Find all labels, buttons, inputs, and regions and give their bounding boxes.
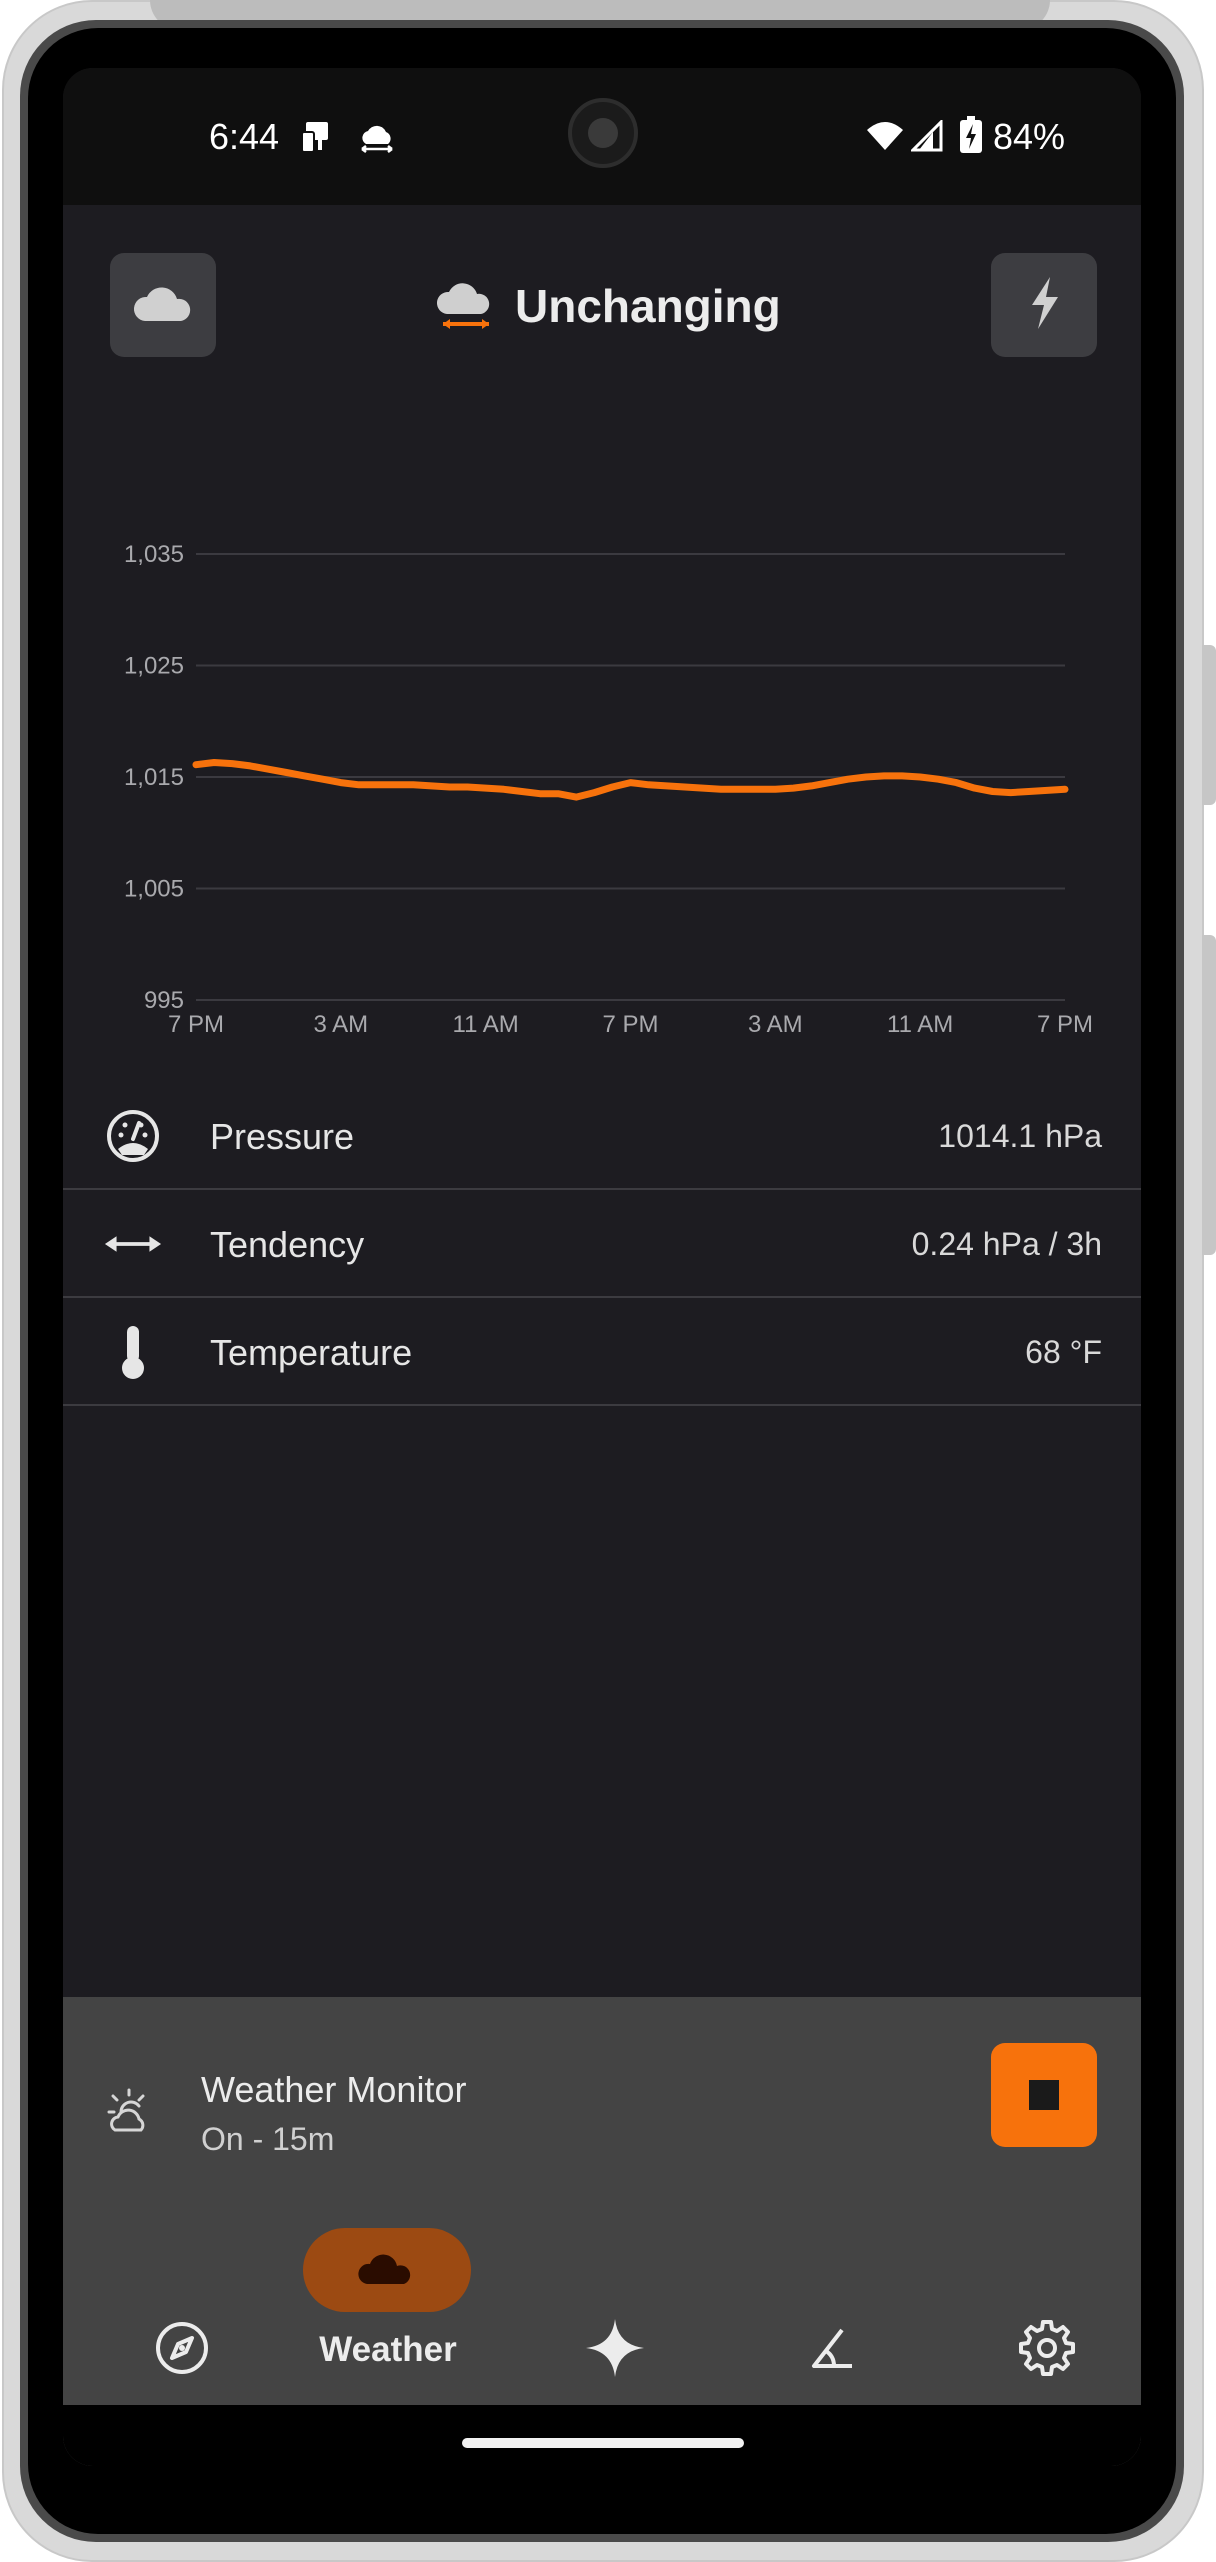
pressure-label: Pressure [210, 1116, 355, 1157]
cell-signal-icon [909, 118, 943, 157]
chart-x-tick-label: 3 AM [748, 1011, 803, 1038]
sparkle-icon [584, 2317, 646, 2384]
monitor-status: On - 15m [201, 2121, 335, 2157]
lightning-icon [1024, 275, 1064, 336]
weather-monitor-panel: Weather Monitor On - 15m [63, 1997, 1141, 2466]
chart-x-tick-label: 7 PM [168, 1011, 224, 1038]
tendency-value: 0.24 hPa / 3h [911, 1226, 1102, 1262]
chart-y-tick-label: 1,025 [124, 653, 184, 680]
nav-weather[interactable] [303, 2228, 471, 2312]
storm-alert-button[interactable] [991, 253, 1097, 357]
angle-icon [808, 2326, 856, 2375]
stop-icon [1029, 2080, 1059, 2110]
gesture-bar [63, 2405, 1141, 2466]
chart-y-tick-label: 1,005 [124, 876, 184, 903]
nav-settings[interactable] [999, 2302, 1095, 2398]
chart-y-tick-label: 995 [144, 987, 184, 1014]
compass-icon [154, 2320, 210, 2381]
temperature-label: Temperature [210, 1332, 413, 1373]
info-row-temperature: Temperature 68 °F [63, 1298, 1141, 1406]
cloud-icon [355, 2248, 419, 2293]
nav-navigation[interactable] [134, 2302, 230, 2398]
chart-y-tick-label: 1,035 [124, 541, 184, 568]
home-indicator[interactable] [462, 2438, 744, 2448]
battery-percent: 84% [993, 116, 1066, 157]
partly-cloudy-sun-icon [103, 2082, 163, 2142]
info-row-tendency: Tendency 0.24 hPa / 3h [63, 1190, 1141, 1298]
page-title: Unchanging [433, 276, 781, 336]
nav-astronomy[interactable] [567, 2302, 663, 2398]
power-button [1202, 935, 1216, 1255]
temperature-value: 68 °F [1025, 1334, 1102, 1370]
chart-x-tick-label: 3 AM [313, 1011, 368, 1038]
battery-charging-icon [959, 116, 983, 159]
monitor-title: Weather Monitor [201, 2069, 467, 2110]
chart-x-tick-label: 7 PM [1037, 1011, 1093, 1038]
nav-clinometer[interactable] [784, 2302, 880, 2398]
front-camera [568, 98, 638, 168]
tendency-label: Tendency [210, 1224, 365, 1265]
cast-device-icon [300, 118, 336, 159]
chart-x-tick-label: 7 PM [602, 1011, 658, 1038]
weather-history-button[interactable] [110, 253, 216, 357]
forecast-title: Unchanging [515, 280, 781, 332]
volume-button [1202, 645, 1216, 805]
stop-monitor-button[interactable] [991, 2043, 1097, 2147]
wifi-icon [865, 120, 905, 157]
info-row-pressure: Pressure 1014.1 hPa [63, 1082, 1141, 1190]
cloud-icon [131, 281, 195, 330]
pressure-series-line [192, 759, 1069, 801]
cloud-unchanging-icon [433, 276, 499, 337]
status-bar: 6:44 [63, 68, 1141, 205]
chart-x-tick-label: 11 AM [453, 1011, 519, 1038]
chart-x-tick-label: 11 AM [887, 1011, 953, 1038]
pressure-value: 1014.1 hPa [938, 1118, 1102, 1154]
nav-weather-label: Weather [319, 2330, 457, 2369]
phone-screen: 6:44 [63, 68, 1141, 2466]
settings-gear-icon [1018, 2319, 1076, 2382]
chart-y-tick-label: 1,015 [124, 764, 184, 791]
double-arrow-icon [103, 1214, 163, 1274]
thermometer-icon [103, 1322, 163, 1382]
weather-status-icon [356, 122, 398, 159]
status-time: 6:44 [209, 116, 280, 157]
gauge-icon [103, 1106, 163, 1166]
